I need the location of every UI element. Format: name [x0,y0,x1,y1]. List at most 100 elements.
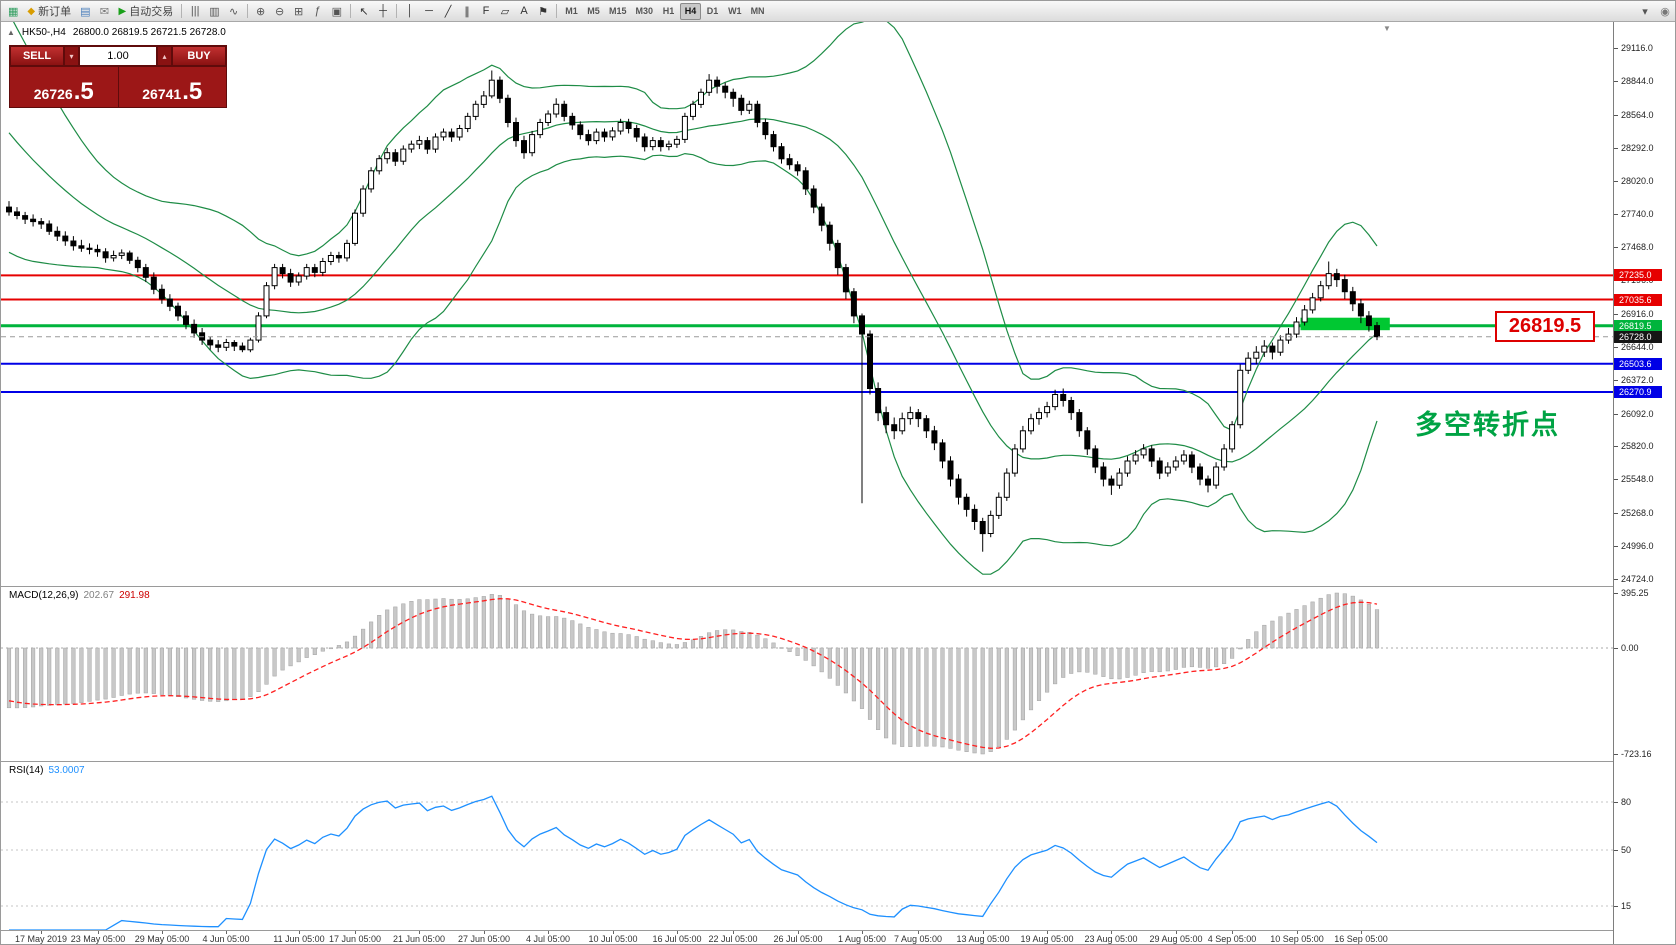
pane-separator-timescale[interactable] [1,930,1613,931]
timeframe-M15[interactable]: M15 [609,6,627,16]
autotrade-button[interactable]: ▶ 自动交易 [115,3,178,20]
zoom-in-icon[interactable]: ⊕ [256,5,266,18]
date-label: 1 Aug 05:00 [837,934,887,944]
date-label: 17 May 2019 [14,934,68,944]
scale-tick-mark [1614,80,1618,82]
price-tick-label: 24724.0 [1621,574,1654,584]
scale-tick-mark [1614,114,1618,116]
time-tick-mark [862,931,863,934]
trendline-icon[interactable]: ╱ [444,5,452,18]
toolbar-options-icon[interactable]: ▾ [1642,6,1648,18]
community-icon[interactable]: ◉ [1660,6,1670,18]
scale-tick-mark [1614,802,1618,803]
price-tick-label: 25548.0 [1621,474,1654,485]
mailbox-icon[interactable]: ✉ [99,5,110,18]
rsi-indicator-label: RSI(14) 53.0007 [9,765,85,776]
scale-tick-mark [1614,413,1618,415]
buy-dropdown-icon[interactable]: ▴ [157,46,172,66]
line-chart-icon[interactable]: ∿ [229,5,239,18]
right-shift-marker-icon: ▼ [1383,24,1391,33]
one-click-trading-panel: SELL ▾ ▴ BUY 26726.5 26741.5 [9,45,227,108]
price-line-label: 27035.6 [1614,293,1662,306]
new-order-button-icon: ◆ [27,5,36,17]
price-chart-canvas[interactable] [1,22,1613,586]
grid-icon[interactable]: ⊞ [294,5,304,18]
shapes-icon[interactable]: ▱ [500,5,510,18]
pane-separator-macd[interactable] [1,586,1613,587]
scale-tick-mark [1614,346,1618,348]
date-label: 16 Jul 05:00 [652,934,702,944]
sell-dropdown-icon[interactable]: ▾ [64,46,79,66]
profiles-icon[interactable]: ▤ [80,5,91,18]
price-tick-label: 26644.0 [1621,341,1654,352]
macd-value-signal: 291.98 [119,590,150,601]
price-tick-label: 25820.0 [1621,441,1654,452]
date-label: 11 Jun 05:00 [273,934,325,944]
date-label: 27 Jun 05:00 [457,934,511,944]
price-scale[interactable]: 29116.0 28844.0 28564.0 28292.0 28020.0 27740… [1613,22,1675,944]
bar-chart-icon[interactable]: ||| [190,5,200,17]
scale-tick-mark [1614,906,1618,907]
scale-tick-mark [1614,48,1618,49]
time-tick-mark [355,931,356,934]
rsi-scale-label: 50 [1621,845,1632,855]
time-tick-mark [162,931,163,934]
arrow-marker-icon[interactable]: ⚑ [538,5,548,18]
chart-window-icon[interactable]: ▦ [8,5,19,18]
time-tick-mark [226,931,227,934]
macd-indicator-canvas[interactable] [1,587,1613,761]
timeframe-M5[interactable]: M5 [587,6,600,16]
fibonacci-icon[interactable]: F [482,5,490,17]
pane-separator-rsi[interactable] [1,761,1613,762]
time-tick-mark [983,931,984,934]
scale-tick-mark [1614,479,1618,481]
toolbar-separator [556,4,558,18]
timeframe-M30[interactable]: M30 [635,6,654,16]
scale-tick-mark [1614,313,1618,315]
date-label: 4 Jun 05:00 [202,934,250,944]
time-tick-mark [484,931,485,934]
price-callout-label[interactable]: 26819.5 [1495,311,1595,342]
macd-scale-label: 0.00 [1621,643,1639,653]
price-tick-label: 27740.0 [1621,209,1654,220]
macd-name: MACD(12,26,9) [9,590,79,601]
chart-title-row: ▲ HK50-,H4 26800.0 26819.5 26721.5 26728… [7,27,226,38]
timeframe-H4[interactable]: H4 [680,2,702,20]
tile-windows-icon[interactable]: ▣ [331,5,343,18]
chart-annotation-text[interactable]: 多空转折点 [1415,410,1560,440]
timeframe-W1[interactable]: W1 [728,6,742,16]
autotrade-button-label: 自动交易 [129,6,174,18]
one-click-toggle-icon[interactable]: ▲ [7,28,15,37]
timeframe-M1[interactable]: M1 [565,6,578,16]
channel-icon[interactable]: ∥ [464,5,470,18]
toolbar-separator [350,4,352,18]
timeframe-MN[interactable]: MN [750,6,765,16]
timeframe-D1[interactable]: D1 [706,6,719,16]
zoom-out-icon[interactable]: ⊖ [275,5,285,18]
date-label: 23 Aug 05:00 [1084,934,1138,944]
buy-button[interactable]: BUY [172,46,226,66]
sell-button[interactable]: SELL [10,46,64,66]
time-scale[interactable]: 17 May 2019 23 May 05:00 29 May 05:00 4 Jun… [1,931,1613,944]
rsi-indicator-canvas[interactable] [1,762,1613,930]
time-tick-mark [733,931,734,934]
vertical-line-icon[interactable]: │ [406,5,414,17]
new-order-button[interactable]: ◆ 新订单 [23,3,75,20]
cursor-icon[interactable]: ↖ [359,5,369,18]
text-icon[interactable]: A [520,5,528,17]
date-label: 17 Jun 05:00 [328,934,382,944]
time-tick-mark [1111,931,1112,934]
sell-price[interactable]: 26726.5 [33,78,94,105]
volume-input[interactable] [79,46,157,66]
time-tick-mark [419,931,420,934]
buy-price[interactable]: 26741.5 [117,67,227,107]
timeframe-H1[interactable]: H1 [662,6,675,16]
price-tick-label: 28844.0 [1621,75,1654,86]
autotrade-button-icon: ▶ [118,5,127,17]
time-tick-mark [918,931,919,934]
crosshair-icon[interactable]: ┼ [379,5,387,17]
horizontal-line-icon[interactable]: ─ [425,5,433,17]
scale-tick-mark [1614,648,1618,649]
candlestick-chart-icon[interactable]: ▥ [209,5,220,18]
indicators-icon[interactable]: ƒ [314,5,321,17]
